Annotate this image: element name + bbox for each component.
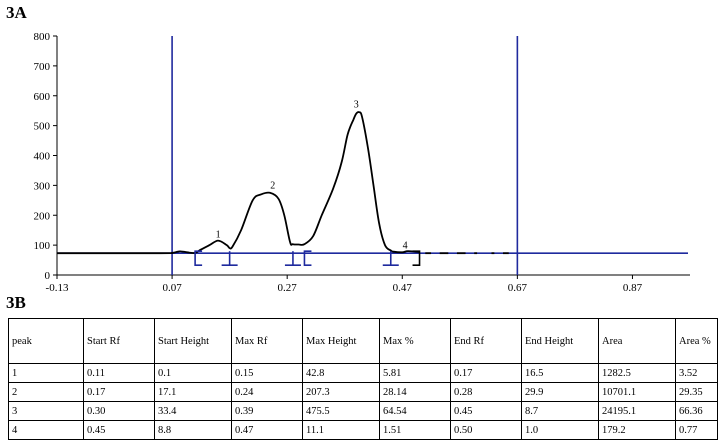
peak-number-label: 2	[270, 180, 275, 191]
bracket-shape	[194, 250, 203, 266]
table-header-row: peak Start Rf Start Height Max Rf Max He…	[8, 318, 718, 364]
header-start-height: Start Height	[154, 318, 232, 364]
cell-start-rf: 0.30	[83, 401, 155, 421]
peak-results-table: peak Start Rf Start Height Max Rf Max He…	[8, 318, 718, 440]
bracket-shape	[303, 250, 312, 266]
cell-area-pct: 0.77	[675, 420, 718, 440]
y-tick-label: 300	[34, 180, 51, 192]
cell-max-rf: 0.15	[231, 363, 303, 383]
x-tick-label: 0.27	[278, 282, 298, 294]
y-tick-label: 200	[34, 210, 51, 222]
x-tick-label: 0.67	[508, 282, 528, 294]
cell-area: 24195.1	[598, 401, 676, 421]
cell-area: 1282.5	[598, 363, 676, 383]
header-area-pct: Area %	[675, 318, 718, 364]
peak-boundary-bracket	[303, 250, 312, 266]
cell-start-rf: 0.11	[83, 363, 155, 383]
panel-a-label: 3A	[6, 3, 27, 22]
cell-max-pct: 28.14	[379, 382, 451, 402]
bracket-shape	[412, 250, 421, 266]
cell-start-height: 0.1	[154, 363, 232, 383]
cell-end-height: 8.7	[521, 401, 599, 421]
y-tick-label: 100	[34, 240, 51, 252]
cell-max-rf: 0.24	[231, 382, 303, 402]
x-tick-label: -0.13	[46, 282, 69, 294]
density-curve	[57, 111, 420, 255]
cell-area: 10701.1	[598, 382, 676, 402]
peak-boundary-bracket	[221, 251, 238, 266]
cell-area: 179.2	[598, 420, 676, 440]
table-row: 4 0.45 8.8 0.47 11.1 1.51 0.50 1.0 179.2…	[8, 420, 718, 440]
header-end-rf: End Rf	[450, 318, 522, 364]
header-max-rf: Max Rf	[231, 318, 303, 364]
cell-peak: 2	[8, 382, 84, 402]
cell-start-height: 8.8	[154, 420, 232, 440]
cell-peak: 4	[8, 420, 84, 440]
y-tick-label: 800	[34, 31, 51, 43]
cell-peak: 3	[8, 401, 84, 421]
peak-number-label: 1	[216, 230, 221, 241]
cell-end-height: 29.9	[521, 382, 599, 402]
table-row: 1 0.11 0.1 0.15 42.8 5.81 0.17 16.5 1282…	[8, 363, 718, 383]
header-max-height: Max Height	[302, 318, 380, 364]
header-area: Area	[598, 318, 676, 364]
peak-boundary-bracket	[412, 250, 421, 266]
cell-end-rf: 0.28	[450, 382, 522, 402]
cell-start-rf: 0.17	[83, 382, 155, 402]
x-tick-label: 0.07	[162, 282, 182, 294]
header-end-height: End Height	[521, 318, 599, 364]
peak-boundary-bracket	[382, 251, 399, 266]
cell-end-height: 16.5	[521, 363, 599, 383]
cell-end-height: 1.0	[521, 420, 599, 440]
cell-start-height: 17.1	[154, 382, 232, 402]
peak-number-label: 4	[403, 241, 408, 252]
cell-max-height: 475.5	[302, 401, 380, 421]
peak-boundary-bracket	[284, 251, 301, 266]
y-tick-label: 600	[34, 91, 51, 103]
header-max-pct: Max %	[379, 318, 451, 364]
cell-max-rf: 0.47	[231, 420, 303, 440]
cell-end-rf: 0.50	[450, 420, 522, 440]
y-tick-label: 400	[34, 151, 51, 163]
cell-end-rf: 0.17	[450, 363, 522, 383]
cell-max-pct: 1.51	[379, 420, 451, 440]
y-tick-label: 500	[34, 121, 51, 133]
cell-area-pct: 3.52	[675, 363, 718, 383]
table-row: 3 0.30 33.4 0.39 475.5 64.54 0.45 8.7 24…	[8, 401, 718, 421]
densitometry-chart: 0 100 200 300 400 500 600 700 800 -0.13 0.07 0.27 0.…	[34, 31, 690, 294]
peak-number-label: 3	[354, 100, 359, 111]
cell-start-height: 33.4	[154, 401, 232, 421]
cell-max-pct: 5.81	[379, 363, 451, 383]
cell-start-rf: 0.45	[83, 420, 155, 440]
header-peak: peak	[8, 318, 84, 364]
cell-area-pct: 29.35	[675, 382, 718, 402]
panel-b-label: 3B	[6, 293, 26, 312]
cell-max-height: 207.3	[302, 382, 380, 402]
cell-peak: 1	[8, 363, 84, 383]
header-start-rf: Start Rf	[83, 318, 155, 364]
cell-end-rf: 0.45	[450, 401, 522, 421]
cell-max-height: 42.8	[302, 363, 380, 383]
peak-boundary-bracket	[194, 250, 203, 266]
y-tick-label: 700	[34, 61, 51, 73]
cell-area-pct: 66.36	[675, 401, 718, 421]
y-tick-label: 0	[45, 270, 51, 282]
cell-max-height: 11.1	[302, 420, 380, 440]
table-row: 2 0.17 17.1 0.24 207.3 28.14 0.28 29.9 1…	[8, 382, 718, 402]
cell-max-rf: 0.39	[231, 401, 303, 421]
x-tick-label: 0.87	[623, 282, 643, 294]
x-tick-label: 0.47	[393, 282, 413, 294]
cell-max-pct: 64.54	[379, 401, 451, 421]
